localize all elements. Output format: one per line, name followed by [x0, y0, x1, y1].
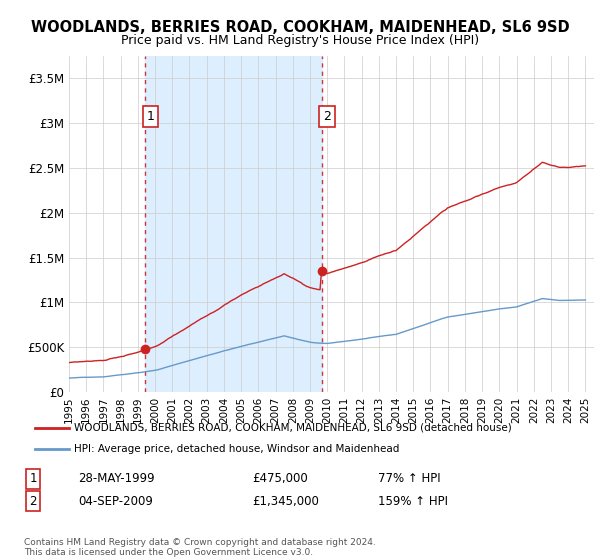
Text: 159% ↑ HPI: 159% ↑ HPI [378, 494, 448, 508]
Text: 28-MAY-1999: 28-MAY-1999 [78, 472, 155, 486]
Bar [145, 56, 322, 392]
Text: WOODLANDS, BERRIES ROAD, COOKHAM, MAIDENHEAD, SL6 9SD (detached house): WOODLANDS, BERRIES ROAD, COOKHAM, MAIDEN… [74, 423, 512, 433]
Text: 1: 1 [29, 472, 37, 486]
Text: £475,000: £475,000 [252, 472, 308, 486]
Text: £1,345,000: £1,345,000 [252, 494, 319, 508]
Text: HPI: Average price, detached house, Windsor and Maidenhead: HPI: Average price, detached house, Wind… [74, 444, 400, 454]
Text: 77% ↑ HPI: 77% ↑ HPI [378, 472, 440, 486]
Text: Contains HM Land Registry data © Crown copyright and database right 2024.
This d: Contains HM Land Registry data © Crown c… [24, 538, 376, 557]
Text: Price paid vs. HM Land Registry's House Price Index (HPI): Price paid vs. HM Land Registry's House … [121, 34, 479, 46]
Text: 2: 2 [323, 110, 331, 123]
Text: WOODLANDS, BERRIES ROAD, COOKHAM, MAIDENHEAD, SL6 9SD: WOODLANDS, BERRIES ROAD, COOKHAM, MAIDEN… [31, 20, 569, 35]
Text: 1: 1 [146, 110, 154, 123]
Text: 2: 2 [29, 494, 37, 508]
Text: 04-SEP-2009: 04-SEP-2009 [78, 494, 153, 508]
